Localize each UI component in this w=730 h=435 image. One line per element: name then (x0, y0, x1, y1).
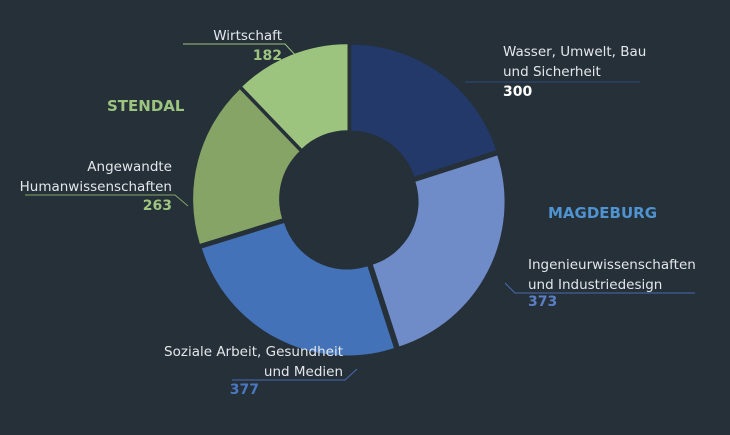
group-label: MAGDEBURG (548, 204, 658, 222)
segment-label: Wasser, Umwelt, Bau und Sicherheit (503, 44, 647, 80)
donut-segment (193, 89, 300, 244)
value-label: 377 (229, 382, 259, 398)
segment-label: Wirtschaft (213, 28, 282, 44)
donut-segment (351, 44, 497, 177)
segment-label: Soziale Arbeit, Gesundheit und Medien (164, 344, 343, 380)
donut-segment (201, 223, 394, 356)
value-label: 373 (528, 294, 558, 310)
leader-line (25, 194, 189, 207)
donut-segment (242, 44, 348, 149)
leader-line (232, 368, 358, 381)
segment-label: Angewandte Humanwissenschaften (19, 159, 172, 195)
donut-segment (372, 155, 505, 347)
leader-line (183, 43, 299, 59)
segment-label: Ingenieurwissenschaften und Industriedes… (528, 257, 696, 293)
value-label: 300 (503, 84, 533, 100)
group-label: STENDAL (107, 97, 185, 115)
leader-line (504, 282, 695, 294)
value-label: 182 (252, 48, 282, 64)
value-label: 263 (142, 198, 172, 214)
